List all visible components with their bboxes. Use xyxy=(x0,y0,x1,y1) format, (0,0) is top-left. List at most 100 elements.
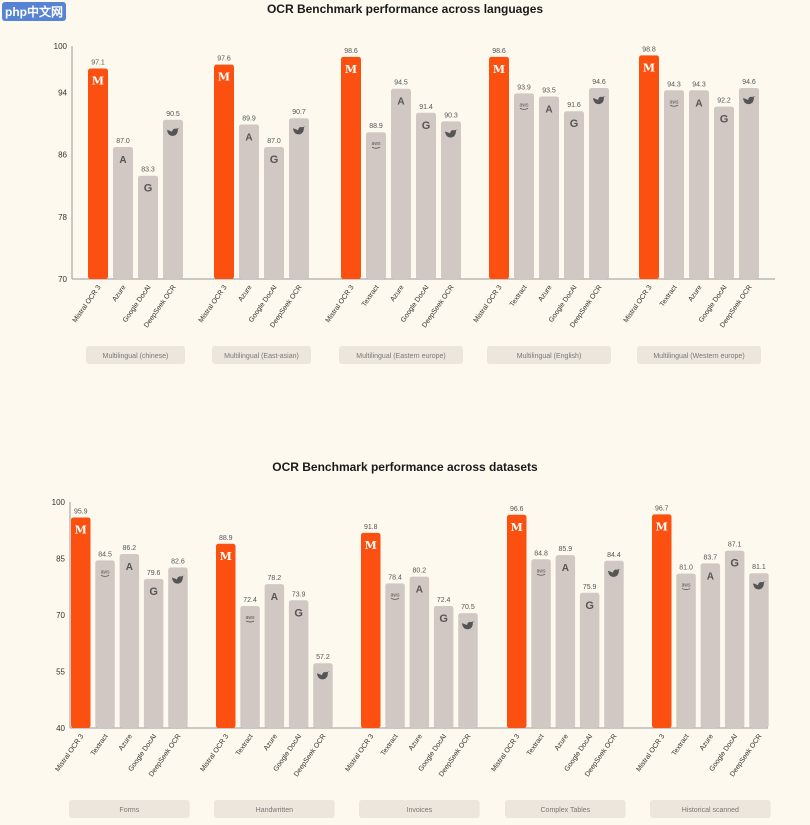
svg-text:G: G xyxy=(149,586,158,598)
svg-text:A: A xyxy=(271,592,278,603)
mistral-icon: M xyxy=(218,71,230,84)
data-label: 91.8 xyxy=(364,524,378,531)
x-tick-label: Textract xyxy=(509,284,529,308)
category-label: Forms xyxy=(119,807,139,814)
svg-text:aws: aws xyxy=(537,568,546,574)
bar xyxy=(555,555,576,728)
bar xyxy=(71,517,91,728)
y-tick-label: 70 xyxy=(58,275,67,284)
google-icon: G xyxy=(720,114,729,126)
y-tick-label: 70 xyxy=(56,611,65,620)
x-tick-label: Azure xyxy=(237,284,253,303)
data-label: 78.4 xyxy=(388,574,402,581)
bar xyxy=(489,56,509,279)
category-box xyxy=(487,346,611,364)
svg-text:M: M xyxy=(220,550,232,563)
svg-text:G: G xyxy=(570,118,579,130)
data-label: 87.0 xyxy=(267,138,281,145)
data-label: 82.6 xyxy=(171,559,185,566)
google-icon: G xyxy=(149,586,158,598)
bar xyxy=(361,532,381,728)
x-tick-label: Mistral OCR 3 xyxy=(623,284,654,324)
svg-text:G: G xyxy=(585,600,594,612)
x-tick-label: Textract xyxy=(659,284,679,308)
mistral-icon: M xyxy=(365,539,377,552)
bar-group: 98.8 M Mistral OCR 3 94.3 aws Textract 94.3 A Az… xyxy=(623,46,761,364)
data-label: 84.4 xyxy=(607,552,621,559)
data-label: 90.7 xyxy=(292,109,306,116)
bar xyxy=(458,613,478,728)
azure-icon: A xyxy=(707,571,714,582)
svg-text:M: M xyxy=(92,75,104,88)
x-tick-label: Mistral OCR 3 xyxy=(490,733,521,773)
data-label: 93.5 xyxy=(542,87,556,94)
aws-icon: aws xyxy=(246,615,255,623)
category-box xyxy=(505,800,626,818)
bar xyxy=(539,96,559,279)
bar-group: 91.8 M Mistral OCR 3 78.4 aws Textract 80.2 A Az… xyxy=(344,524,480,818)
bar xyxy=(739,87,759,279)
svg-text:G: G xyxy=(730,558,739,570)
category-box xyxy=(69,800,190,818)
data-label: 91.4 xyxy=(419,104,433,111)
google-icon: G xyxy=(439,613,448,625)
bar xyxy=(652,514,672,728)
aws-icon: aws xyxy=(682,583,691,590)
data-label: 95.9 xyxy=(74,508,88,515)
bar-group: 98.6 M Mistral OCR 3 88.9 aws Textract 94.5 A Az… xyxy=(325,48,463,364)
bar xyxy=(531,559,551,728)
google-icon: G xyxy=(294,607,303,619)
data-label: 88.9 xyxy=(219,535,233,542)
x-tick-label: Azure xyxy=(537,284,553,303)
chart-title: OCR Benchmark performance across dataset… xyxy=(272,460,538,474)
google-icon: G xyxy=(422,120,431,132)
bar-group: 98.6 M Mistral OCR 3 93.9 aws Textract 93.5 A Az… xyxy=(473,48,611,364)
data-label: 84.8 xyxy=(534,550,548,557)
x-tick-label: Azure xyxy=(699,733,715,752)
data-label: 75.9 xyxy=(583,584,597,591)
google-icon: G xyxy=(570,118,579,130)
bar xyxy=(664,90,684,280)
x-tick-label: Azure xyxy=(389,284,405,303)
bar xyxy=(113,146,133,279)
data-label: 90.5 xyxy=(166,111,180,118)
data-label: 93.9 xyxy=(517,84,531,91)
svg-text:M: M xyxy=(643,61,655,74)
mistral-icon: M xyxy=(345,63,357,76)
data-label: 98.8 xyxy=(642,46,656,53)
svg-text:M: M xyxy=(493,63,505,76)
data-label: 73.9 xyxy=(292,591,306,598)
bar xyxy=(676,573,696,728)
category-box xyxy=(637,346,761,364)
data-label: 80.2 xyxy=(413,568,427,575)
google-icon: G xyxy=(730,558,739,570)
svg-text:A: A xyxy=(562,563,569,574)
chart-title: OCR Benchmark performance across languag… xyxy=(267,2,543,16)
data-label: 98.6 xyxy=(344,48,358,55)
x-tick-label: Mistral OCR 3 xyxy=(635,733,666,773)
mistral-icon: M xyxy=(656,520,668,533)
svg-text:aws: aws xyxy=(682,583,691,589)
y-tick-label: 94 xyxy=(58,89,67,98)
category-label: Invoices xyxy=(407,807,433,814)
category-box xyxy=(359,800,480,818)
data-label: 79.6 xyxy=(147,570,161,577)
svg-text:aws: aws xyxy=(372,141,381,147)
svg-text:A: A xyxy=(126,562,133,573)
mistral-icon: M xyxy=(493,63,505,76)
azure-icon: A xyxy=(562,563,569,574)
x-tick-label: Azure xyxy=(687,284,703,303)
x-tick-label: Mistral OCR 3 xyxy=(344,733,375,773)
data-label: 84.5 xyxy=(98,551,112,558)
chart-1: OCR Benchmark performance across languag… xyxy=(54,2,775,364)
bar xyxy=(441,121,461,279)
y-tick-label: 78 xyxy=(58,213,67,222)
data-label: 92.2 xyxy=(717,98,731,105)
x-tick-label: Mistral OCR 3 xyxy=(198,284,229,324)
data-label: 97.6 xyxy=(217,56,231,63)
bar xyxy=(433,605,454,728)
svg-text:G: G xyxy=(439,613,448,625)
svg-text:G: G xyxy=(144,183,153,195)
aws-icon: aws xyxy=(670,99,679,107)
